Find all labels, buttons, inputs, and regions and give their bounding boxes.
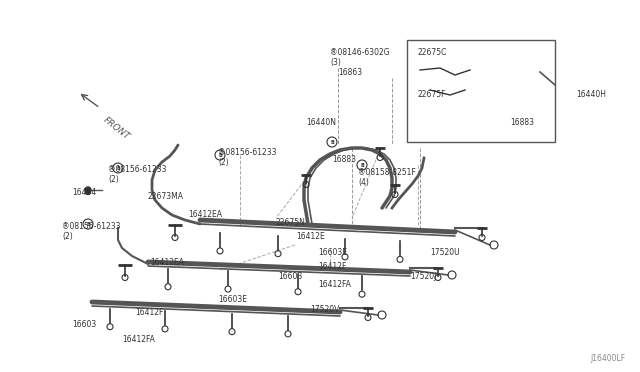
Text: 16440N: 16440N bbox=[306, 118, 336, 127]
Text: 16454: 16454 bbox=[72, 188, 96, 197]
Text: 16412FA: 16412FA bbox=[122, 335, 155, 344]
Text: 16412EA: 16412EA bbox=[188, 210, 222, 219]
Text: 16412F: 16412F bbox=[135, 308, 163, 317]
Text: 17520V: 17520V bbox=[310, 305, 339, 314]
Text: J16400LF: J16400LF bbox=[590, 354, 625, 363]
Text: 16883: 16883 bbox=[510, 118, 534, 127]
Circle shape bbox=[86, 189, 90, 195]
Text: 16412EA: 16412EA bbox=[150, 258, 184, 267]
Text: 17520U: 17520U bbox=[430, 248, 460, 257]
Circle shape bbox=[85, 187, 91, 193]
Text: B: B bbox=[218, 153, 222, 157]
Text: ®08156-61233
(2): ®08156-61233 (2) bbox=[108, 165, 166, 185]
Text: 16883: 16883 bbox=[332, 155, 356, 164]
Text: 16863: 16863 bbox=[338, 68, 362, 77]
Text: 16603: 16603 bbox=[278, 272, 302, 281]
Text: B: B bbox=[330, 140, 334, 144]
Text: 16603E: 16603E bbox=[318, 248, 347, 257]
Text: 16412FA: 16412FA bbox=[318, 280, 351, 289]
Text: ®08158-8251F
(4): ®08158-8251F (4) bbox=[358, 168, 416, 187]
Text: 16412F: 16412F bbox=[318, 262, 346, 271]
Text: 22675C: 22675C bbox=[418, 48, 447, 57]
Text: 17520J: 17520J bbox=[410, 272, 436, 281]
Text: ®08156-61233
(2): ®08156-61233 (2) bbox=[62, 222, 120, 241]
Text: ®08146-6302G
(3): ®08146-6302G (3) bbox=[330, 48, 390, 67]
Text: 16412E: 16412E bbox=[296, 232, 324, 241]
Text: 22675F: 22675F bbox=[418, 90, 447, 99]
Text: FRONT: FRONT bbox=[102, 115, 132, 141]
Text: 16440H: 16440H bbox=[576, 90, 606, 99]
Text: B: B bbox=[116, 166, 120, 170]
Text: 16603E: 16603E bbox=[218, 295, 247, 304]
Text: B: B bbox=[86, 221, 90, 227]
Text: 22673MA: 22673MA bbox=[148, 192, 184, 201]
Text: 22675N: 22675N bbox=[276, 218, 306, 227]
Text: B: B bbox=[360, 163, 364, 167]
Text: 16603: 16603 bbox=[72, 320, 96, 329]
Text: ®08156-61233
(2): ®08156-61233 (2) bbox=[218, 148, 276, 167]
Bar bbox=[407, 40, 555, 142]
